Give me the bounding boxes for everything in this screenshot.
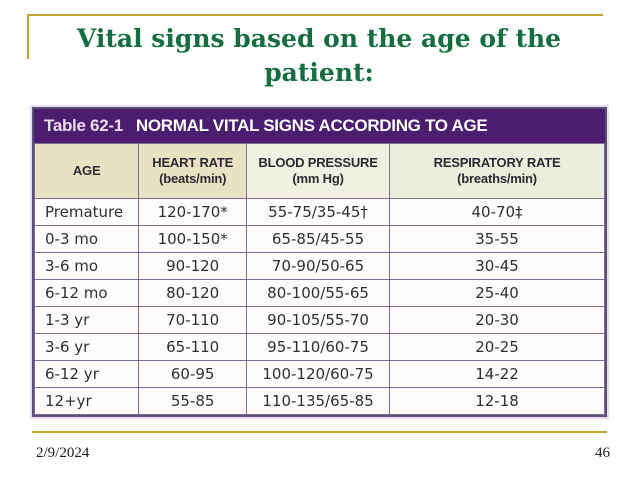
vital-signs-table: Table 62-1 NORMAL VITAL SIGNS ACCORDING … [30,105,609,419]
cell-heart-rate: 60-95 [138,360,248,388]
top-accent-rule [27,14,603,16]
footer-accent-rule [32,431,607,433]
cell-respiratory-rate: 40-70‡ [389,198,605,226]
table-row: 3-6 mo 90-120 70-90/50-65 30-45 [33,252,605,280]
cell-respiratory-rate: 20-25 [389,333,605,361]
cell-respiratory-rate: 20-30 [389,306,605,334]
vital-signs-data-table: AGE HEART RATE (beats/min) BLOOD PRESSUR… [33,143,605,415]
table-row: Premature 120-170* 55-75/35-45† 40-70‡ [33,198,605,226]
column-header-blood-pressure: BLOOD PRESSURE (mm Hg) [246,143,391,199]
table-caption-bar: Table 62-1 NORMAL VITAL SIGNS ACCORDING … [34,109,605,143]
cell-age: 3-6 yr [33,333,140,361]
table-row: 6-12 mo 80-120 80-100/55-65 25-40 [33,279,605,307]
cell-respiratory-rate: 30-45 [389,252,605,280]
cell-blood-pressure: 65-85/45-55 [246,225,391,253]
cell-heart-rate: 90-120 [138,252,248,280]
table-caption-title: NORMAL VITAL SIGNS ACCORDING TO AGE [135,116,488,135]
slide-title: Vital signs based on the age of the pati… [76,24,562,87]
cell-age: 12+yr [33,387,140,415]
cell-blood-pressure: 110-135/65-85 [246,387,391,415]
cell-respiratory-rate: 25-40 [389,279,605,307]
cell-heart-rate: 80-120 [138,279,248,307]
cell-blood-pressure: 95-110/60-75 [246,333,391,361]
table-row: 1-3 yr 70-110 90-105/55-70 20-30 [33,306,605,334]
column-header-respiratory-rate: RESPIRATORY RATE (breaths/min) [389,143,605,199]
cell-blood-pressure: 55-75/35-45† [246,198,391,226]
cell-heart-rate: 120-170* [138,198,248,226]
cell-age: 6-12 mo [33,279,140,307]
table-caption-number: Table 62-1 [44,116,123,135]
cell-respiratory-rate: 12-18 [389,387,605,415]
cell-blood-pressure: 70-90/50-65 [246,252,391,280]
cell-age: 3-6 mo [33,252,140,280]
table-row: 12+yr 55-85 110-135/65-85 12-18 [33,387,605,415]
cell-blood-pressure: 90-105/55-70 [246,306,391,334]
slide-page-number: 46 [595,445,610,461]
cell-age: Premature [33,198,140,226]
cell-heart-rate: 70-110 [138,306,248,334]
table-row: 6-12 yr 60-95 100-120/60-75 14-22 [33,360,605,388]
cell-blood-pressure: 80-100/55-65 [246,279,391,307]
cell-age: 1-3 yr [33,306,140,334]
table-row: 0-3 mo 100-150* 65-85/45-55 35-55 [33,225,605,253]
cell-age: 0-3 mo [33,225,140,253]
cell-heart-rate: 100-150* [138,225,248,253]
table-frame: Table 62-1 NORMAL VITAL SIGNS ACCORDING … [32,107,607,417]
table-row: 3-6 yr 65-110 95-110/60-75 20-25 [33,333,605,361]
left-accent-rule [27,14,29,59]
column-header-age: AGE [33,143,140,199]
cell-respiratory-rate: 14-22 [389,360,605,388]
cell-heart-rate: 55-85 [138,387,248,415]
cell-blood-pressure: 100-120/60-75 [246,360,391,388]
cell-respiratory-rate: 35-55 [389,225,605,253]
column-header-heart-rate: HEART RATE (beats/min) [138,143,248,199]
cell-heart-rate: 65-110 [138,333,248,361]
table-header-row: AGE HEART RATE (beats/min) BLOOD PRESSUR… [33,143,605,199]
slide-date: 2/9/2024 [36,445,90,461]
cell-age: 6-12 yr [33,360,140,388]
